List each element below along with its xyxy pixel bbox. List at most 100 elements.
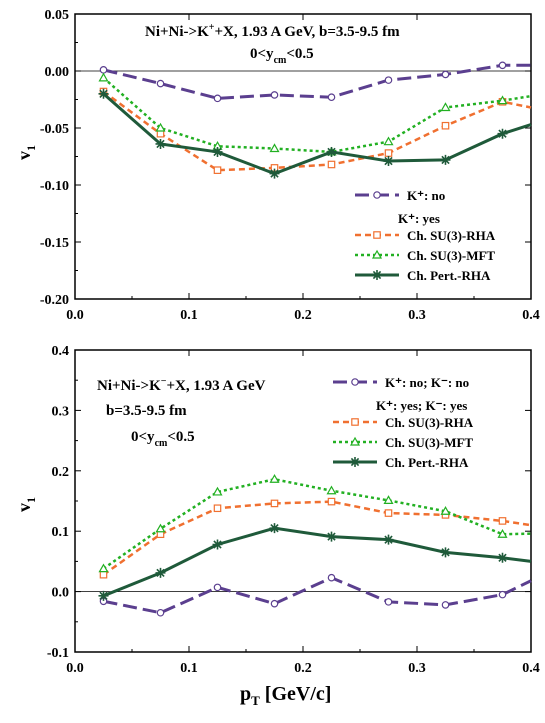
legend-rha-point-0 bbox=[351, 418, 359, 426]
legend-bottom-header: K⁺: yes; K⁻: yes bbox=[376, 398, 467, 413]
legend-rha-point-0 bbox=[373, 231, 381, 239]
series-mft bbox=[98, 474, 532, 573]
x-tick-label: 0.0 bbox=[66, 661, 84, 676]
mft-point-5 bbox=[383, 495, 394, 504]
y-tick-label: -0.20 bbox=[40, 293, 69, 308]
series-line-no bbox=[103, 576, 532, 615]
x-tick-label: 0.0 bbox=[66, 308, 84, 323]
pert-point-0 bbox=[98, 590, 109, 601]
no-point-0 bbox=[99, 66, 108, 74]
pert-point-2 bbox=[212, 539, 223, 550]
series-rha bbox=[99, 497, 532, 579]
legend-mft-point-0 bbox=[371, 249, 383, 259]
no-point-4 bbox=[327, 93, 336, 102]
mft-point-6 bbox=[440, 506, 451, 515]
x-tick-label: 0.1 bbox=[180, 661, 198, 676]
mft-point-1 bbox=[155, 523, 166, 533]
legend-item-rha: Ch. SU(3)-RHA bbox=[355, 228, 496, 243]
pert-point-6 bbox=[440, 154, 451, 165]
legend-item-rha: Ch. SU(3)-RHA bbox=[333, 415, 474, 430]
pert-point-4 bbox=[326, 531, 337, 542]
series-line-no bbox=[103, 63, 531, 100]
pert-point-6 bbox=[440, 547, 451, 558]
rha-point-0 bbox=[99, 570, 108, 579]
pert-point-5 bbox=[383, 534, 394, 545]
no-point-2 bbox=[213, 94, 222, 103]
mft-point-0 bbox=[98, 563, 109, 573]
rha-point-2 bbox=[213, 166, 222, 174]
legend-label: K⁺: no; K⁻: no bbox=[385, 375, 469, 390]
mft-point-0 bbox=[98, 72, 109, 82]
series-group-top bbox=[98, 61, 532, 179]
mft-point-5 bbox=[383, 136, 394, 146]
mft-point-2 bbox=[212, 486, 223, 496]
legend-item-pert: Ch. Pert.-RHA bbox=[355, 268, 491, 283]
legend-mft-point-0 bbox=[349, 436, 361, 446]
pert-point-5 bbox=[383, 156, 394, 167]
series-pert bbox=[98, 88, 532, 179]
rha-point-5 bbox=[384, 149, 393, 157]
rha-point-4 bbox=[327, 497, 336, 506]
pert-point-1 bbox=[155, 567, 166, 578]
legend-top: K⁺: no Ch. SU(3)-RHA Ch. SU(3)-MFT Ch. Pert… bbox=[355, 188, 496, 283]
x-axis-label-bottom: pT [GeV/c] bbox=[240, 683, 331, 708]
legend-no-point-0 bbox=[351, 378, 359, 386]
series-line-rha bbox=[102, 500, 532, 576]
pert-point-0 bbox=[98, 88, 109, 99]
mft-point-3 bbox=[269, 143, 280, 153]
no-point-7 bbox=[498, 590, 507, 599]
no-point-3 bbox=[270, 91, 279, 99]
no-point-1 bbox=[156, 608, 165, 617]
x-tick-label: 0.4 bbox=[522, 661, 540, 676]
axis-ticks-bottom: 0.0 0.1 0.2 0.3 0.40.40.30.20.10.0-0.1 bbox=[47, 344, 540, 676]
y-tick-label: 0.3 bbox=[52, 404, 70, 419]
legend-label: K⁺: no bbox=[407, 188, 445, 203]
x-tick-label: 0.1 bbox=[180, 308, 198, 323]
no-point-3 bbox=[270, 599, 279, 608]
series-group-bottom bbox=[98, 474, 532, 617]
legend-label: Ch. SU(3)-RHA bbox=[385, 415, 474, 430]
legend-item-no: K⁺: no; K⁻: no bbox=[333, 375, 469, 390]
panel-top: 0.0 0.1 0.2 0.3 0.4 0.05 0.00 -0.05 -0.10 -0.15 -0… bbox=[14, 8, 540, 323]
rha-point-7 bbox=[498, 517, 507, 525]
panel-bottom: 0.0 0.1 0.2 0.3 0.40.40.30.20.10.0-0.1 Ni+Ni… bbox=[14, 344, 540, 708]
no-point-6 bbox=[441, 601, 450, 609]
y-tick-label: -0.1 bbox=[47, 646, 69, 661]
axis-ticks-top: 0.0 0.1 0.2 0.3 0.4 0.05 0.00 -0.05 -0.10 -0.15 -0… bbox=[40, 8, 540, 323]
no-point-5 bbox=[384, 598, 393, 606]
panel-top-title: Ni+Ni->K++X, 1.93 A GeV, b=3.5-9.5 fm bbox=[145, 22, 400, 40]
x-tick-label: 0.3 bbox=[408, 661, 426, 676]
mft-point-6 bbox=[440, 102, 451, 112]
legend-item-pert: Ch. Pert.-RHA bbox=[333, 455, 469, 470]
y-axis-label-top: v1 bbox=[14, 145, 38, 160]
no-point-7 bbox=[498, 61, 507, 70]
no-point-5 bbox=[384, 76, 393, 84]
panel-bottom-title: Ni+Ni->K−+X, 1.93 A GeV bbox=[97, 376, 266, 394]
legend-label: Ch. SU(3)-MFT bbox=[407, 248, 495, 263]
rha-point-5 bbox=[384, 509, 393, 517]
pert-point-3 bbox=[269, 523, 280, 534]
x-tick-label: 0.4 bbox=[522, 308, 540, 323]
legend-label: Ch. SU(3)-RHA bbox=[407, 228, 496, 243]
legend-item-no: K⁺: no bbox=[355, 188, 445, 203]
legend-item-mft: Ch. SU(3)-MFT bbox=[333, 435, 473, 450]
mft-point-4 bbox=[326, 485, 337, 495]
series-no bbox=[99, 61, 531, 103]
mft-point-3 bbox=[269, 474, 280, 483]
legend-item-mft: Ch. SU(3)-MFT bbox=[355, 248, 495, 263]
rha-point-3 bbox=[270, 499, 279, 508]
pert-point-2 bbox=[212, 146, 223, 157]
panel-bottom-cut: 0<ycm<0.5 bbox=[131, 429, 195, 449]
legend-bottom: K⁺: no; K⁻: no Ch. SU(3)-RHA Ch. SU(3)-MFT… bbox=[333, 375, 474, 470]
y-tick-label: -0.15 bbox=[40, 236, 69, 251]
panel-top-cut: 0<ycm<0.5 bbox=[250, 46, 314, 66]
plot-frame-bottom bbox=[74, 349, 532, 653]
x-tick-label: 0.2 bbox=[294, 308, 312, 323]
y-tick-label: 0.1 bbox=[52, 525, 70, 540]
series-pert bbox=[98, 523, 532, 601]
legend-pert-point-0 bbox=[350, 457, 360, 467]
series-line-mft bbox=[102, 76, 532, 154]
y-tick-label: 0.0 bbox=[52, 586, 70, 601]
y-tick-label: 0.00 bbox=[45, 65, 70, 80]
